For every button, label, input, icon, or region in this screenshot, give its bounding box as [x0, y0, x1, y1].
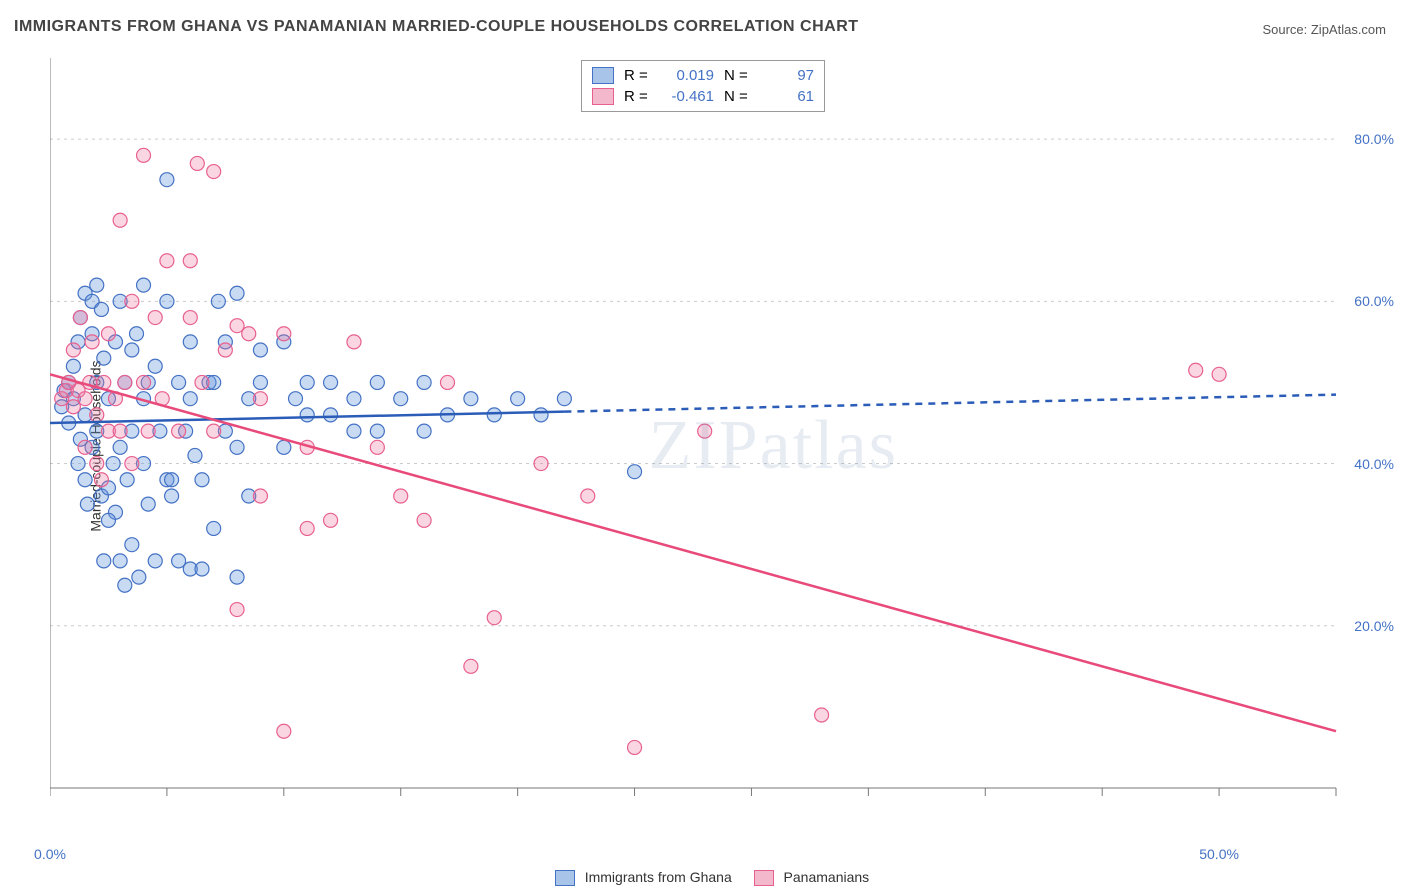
- chart-container: IMMIGRANTS FROM GHANA VS PANAMANIAN MARR…: [0, 0, 1406, 892]
- chart-svg: [50, 58, 1386, 828]
- chart-title: IMMIGRANTS FROM GHANA VS PANAMANIAN MARR…: [14, 18, 859, 36]
- source-attribution: Source: ZipAtlas.com: [1262, 22, 1386, 37]
- x-legend-label-panama: Panamanians: [784, 869, 870, 885]
- legend-row-panama: R = -0.461 N = 61: [592, 86, 814, 107]
- n-value-panama: 61: [764, 88, 814, 105]
- x-tick-label: 50.0%: [1199, 846, 1239, 862]
- x-legend-label-ghana: Immigrants from Ghana: [585, 869, 732, 885]
- r-label: R =: [624, 88, 654, 105]
- legend-swatch-panama: [592, 88, 614, 105]
- plot-area: [50, 58, 1386, 828]
- n-label: N =: [724, 67, 754, 84]
- source-name: ZipAtlas.com: [1311, 22, 1386, 37]
- y-tick-label: 20.0%: [1354, 618, 1394, 634]
- correlation-legend: R = 0.019 N = 97 R = -0.461 N = 61: [581, 60, 825, 112]
- y-tick-label: 60.0%: [1354, 293, 1394, 309]
- n-value-ghana: 97: [764, 67, 814, 84]
- y-tick-label: 80.0%: [1354, 131, 1394, 147]
- r-value-ghana: 0.019: [664, 67, 714, 84]
- r-label: R =: [624, 67, 654, 84]
- r-value-panama: -0.461: [664, 88, 714, 105]
- x-axis-legend: Immigrants from Ghana Panamanians: [0, 869, 1406, 886]
- legend-row-ghana: R = 0.019 N = 97: [592, 65, 814, 86]
- x-tick-label: 0.0%: [34, 846, 66, 862]
- legend-swatch-ghana: [592, 67, 614, 84]
- x-legend-swatch-ghana: [555, 870, 575, 886]
- n-label: N =: [724, 88, 754, 105]
- y-tick-label: 40.0%: [1354, 456, 1394, 472]
- source-label: Source:: [1262, 22, 1310, 37]
- x-legend-swatch-panama: [754, 870, 774, 886]
